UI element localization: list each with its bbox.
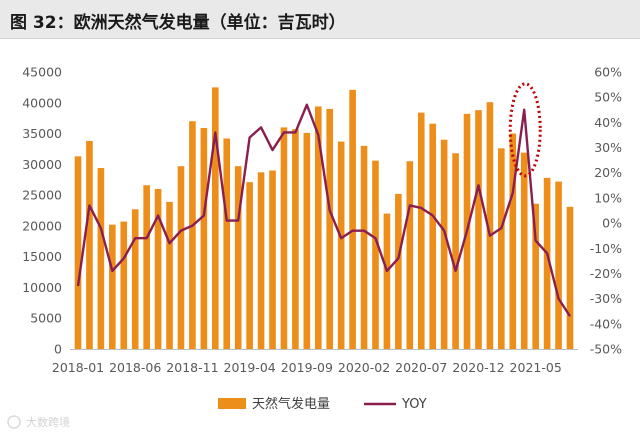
bar-2020-03 — [372, 160, 379, 349]
watermark: 大数跨境 — [7, 415, 70, 429]
bar-2019-09 — [303, 132, 311, 349]
legend-line-label: YOY — [401, 397, 427, 412]
bar-2018-01 — [74, 156, 82, 349]
right-axis-ticks: -50% -40% -30% -20% -10% 0% 10% 20% 30% 40% 50% 60% — [590, 65, 622, 357]
bar-2019-04 — [246, 182, 253, 349]
bar-2021-02 — [498, 148, 505, 349]
left-tick-label: 35000 — [22, 126, 62, 141]
bar-2020-01 — [349, 89, 356, 349]
right-tick-label: 60% — [594, 65, 622, 80]
legend-bar-swatch — [218, 398, 246, 409]
left-tick-label: 40000 — [22, 95, 62, 110]
left-tick-label: 0 — [54, 342, 62, 357]
x-axis-ticks: 2018-01 2018-06 2018-11 2019-04 2019-09 2020-… — [52, 360, 562, 375]
x-tick-label: 2020-07 — [395, 360, 447, 375]
right-tick-label: 50% — [594, 90, 622, 105]
bar-2018-11 — [189, 121, 196, 350]
right-tick-label: -10% — [590, 241, 622, 256]
bar-2021-07 — [555, 181, 562, 349]
bar-2020-10 — [452, 153, 459, 349]
bar-2019-11 — [326, 108, 334, 350]
bar-2020-04 — [383, 213, 391, 349]
left-tick-label: 30000 — [22, 157, 62, 172]
right-tick-label: 10% — [594, 190, 622, 205]
bar-2018-03 — [97, 168, 105, 349]
left-tick-label: 10000 — [22, 280, 62, 295]
left-tick-label: 5000 — [30, 311, 62, 326]
left-tick-label: 25000 — [22, 188, 62, 203]
x-tick-label: 2020-02 — [338, 360, 390, 375]
bar-2021-04 — [520, 152, 528, 349]
bar-2020-12 — [475, 110, 482, 349]
bar-2018-06 — [131, 209, 139, 349]
bar-2018-07 — [143, 185, 150, 349]
yoy-series — [76, 103, 572, 317]
bar-2021-06 — [543, 177, 551, 349]
bar-2019-12 — [337, 141, 345, 349]
right-tick-label: 0% — [602, 216, 622, 231]
bar-2018-12 — [200, 128, 208, 349]
bar-2018-04 — [109, 224, 116, 349]
bar-2021-03 — [509, 133, 517, 349]
watermark-logo-icon — [7, 415, 21, 429]
bar-2021-08 — [566, 206, 574, 349]
right-tick-label: -40% — [590, 316, 622, 331]
bar-2021-01 — [486, 102, 494, 349]
legend: 天然气发电量 YOY — [218, 396, 427, 412]
x-tick-label: 2018-01 — [52, 360, 104, 375]
bar-2019-06 — [269, 170, 276, 349]
bar-2019-02 — [223, 138, 231, 349]
highlight-ellipse — [508, 82, 542, 178]
bar-2019-03 — [234, 166, 242, 349]
x-tick-label: 2019-04 — [224, 360, 276, 375]
bar-2020-02 — [360, 145, 368, 349]
x-tick-label: 2021-05 — [510, 360, 562, 375]
right-tick-label: -20% — [590, 266, 622, 281]
legend-bar-label: 天然气发电量 — [252, 396, 330, 412]
x-tick-label: 2020-12 — [452, 360, 504, 375]
bar-2020-08 — [429, 123, 436, 350]
title-band: 图 32：欧洲天然气发电量（单位：吉瓦时） — [0, 0, 640, 39]
left-axis-ticks: 0 5000 10000 15000 20000 25000 30000 35000 40000… — [22, 65, 62, 357]
right-tick-label: 20% — [594, 165, 622, 180]
left-tick-label: 20000 — [22, 218, 62, 233]
x-tick-label: 2018-11 — [166, 360, 218, 375]
bar-2019-10 — [314, 106, 322, 349]
bar-series — [74, 87, 574, 350]
yoy-line — [76, 103, 572, 317]
bar-2018-05 — [120, 221, 128, 349]
bar-2020-05 — [395, 193, 402, 349]
bar-2019-08 — [292, 129, 299, 349]
bar-2020-07 — [417, 112, 425, 349]
watermark-text: 大数跨境 — [26, 415, 70, 429]
bar-2020-09 — [440, 139, 448, 349]
bar-2020-06 — [406, 161, 414, 349]
bar-2018-02 — [86, 140, 93, 349]
bar-2018-10 — [177, 166, 185, 349]
x-tick-label: 2019-09 — [281, 360, 333, 375]
bar-2018-09 — [166, 201, 173, 349]
bar-2019-05 — [257, 172, 265, 349]
right-tick-label: -50% — [590, 342, 622, 357]
left-tick-label: 15000 — [22, 249, 62, 264]
bar-2019-01 — [212, 87, 219, 349]
right-tick-label: 40% — [594, 115, 622, 130]
bar-2018-08 — [154, 188, 162, 349]
chart-title: 图 32：欧洲天然气发电量（单位：吉瓦时） — [10, 13, 346, 33]
right-tick-label: 30% — [594, 140, 622, 155]
right-tick-label: -30% — [590, 291, 622, 306]
x-tick-label: 2018-06 — [109, 360, 161, 375]
bar-2021-05 — [532, 203, 539, 349]
left-tick-label: 45000 — [22, 65, 62, 80]
bar-2019-07 — [280, 127, 288, 350]
